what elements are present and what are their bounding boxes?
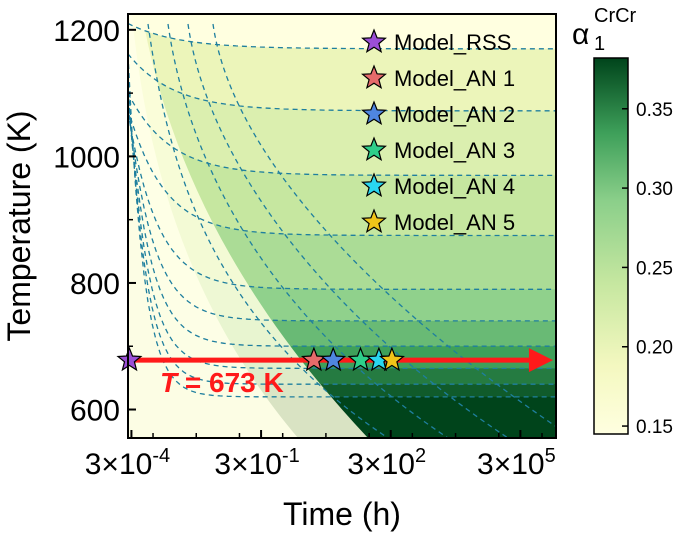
legend-label: Model_AN 3 [394,138,515,163]
contour-line [128,55,556,398]
y-axis-title: Temperature (K) [1,110,37,341]
arrow-head [528,348,553,373]
contour-line [128,105,556,322]
colorbar-tick-label: 0.20 [636,338,673,359]
y-tick-label: 1000 [53,141,120,174]
colorbar-gradient [593,57,629,435]
x-tick-label: 3×10-4 [85,445,170,481]
contour-line [128,92,556,177]
legend-label: Model_AN 5 [394,210,515,235]
legend-label: Model_RSS [394,30,511,55]
x-axis-ticks: 3×10-4 3×10-1 3×102 3×105 [85,430,556,481]
x-tick-label: 3×102 [347,445,426,481]
legend-marker [361,100,387,126]
temperature-annotation: T = 673 K [160,367,284,398]
contour-line [212,23,556,428]
contour-line [128,89,556,370]
legend-marker [361,172,387,198]
y-tick-label: 1200 [53,15,120,48]
legend-label: Model_AN 4 [394,174,515,199]
legend-marker [361,136,387,162]
model-markers [116,346,405,372]
marker-model-an-2 [320,346,347,372]
legend: Model_RSS Model_AN 1 Model_AN 2 Model_AN 3 M… [361,28,515,235]
marker-model-an-5 [378,346,405,372]
plot-frame [127,13,557,439]
colorbar-title-sub: 1 [594,33,605,55]
colorbar: 0.15 0.20 0.25 0.30 0.35 α CrCr 1 [572,5,673,438]
y-tick-label: 600 [70,395,120,428]
colorbar-tick-label: 0.35 [636,100,673,121]
contour-line [128,108,556,237]
y-axis-ticks: 600 800 1000 1200 [53,15,136,428]
x-axis-title: Time (h) [283,496,401,532]
colorbar-tick-label: 0.25 [636,258,673,279]
colorbar-ticks: 0.15 0.20 0.25 0.30 0.35 [622,100,673,438]
colorbar-title-sup: CrCr [594,5,637,27]
legend-label: Model_AN 1 [394,66,515,91]
short-time-region [128,14,298,438]
contour-line [128,74,556,385]
colorbar-tick-label: 0.30 [636,179,673,200]
legend-marker [361,64,387,90]
legend-marker [361,208,387,234]
contour-line [128,53,556,112]
marker-model-rss [116,346,143,372]
x-tick-label: 3×105 [477,445,556,481]
y-tick-label: 800 [70,268,120,301]
colorbar-title: α [572,18,589,51]
x-tick-label: 3×10-1 [214,445,299,481]
legend-marker [361,28,387,54]
colorbar-tick-label: 0.15 [636,417,673,438]
contour-fills [128,14,556,438]
legend-label: Model_AN 2 [394,102,515,127]
contour-line [128,22,556,50]
contour-lines [128,22,556,438]
contour-line [128,111,556,290]
contour-line [128,99,556,347]
